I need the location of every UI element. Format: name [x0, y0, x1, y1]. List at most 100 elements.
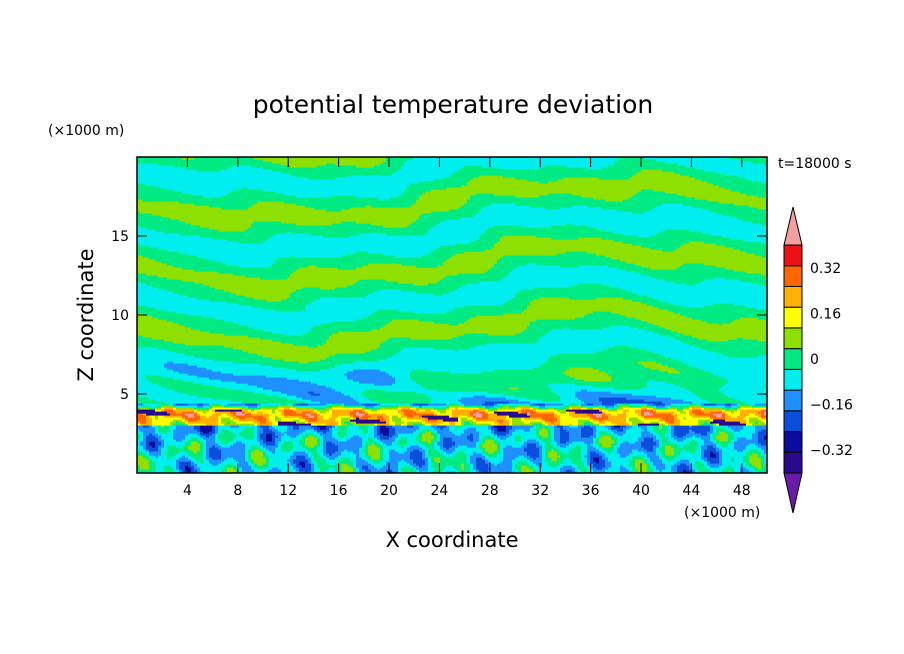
field-cell	[449, 323, 459, 326]
field-cell	[419, 433, 423, 436]
field-cell	[650, 431, 657, 434]
field-cell	[521, 469, 534, 472]
field-cell	[542, 421, 546, 424]
field-cell	[410, 471, 417, 473]
field-cell	[260, 337, 330, 340]
field-cell	[629, 465, 636, 468]
field-cell	[236, 415, 264, 418]
colorbar-segment	[783, 389, 803, 412]
field-cell	[608, 451, 612, 454]
field-cell	[479, 175, 504, 178]
field-cell	[260, 449, 264, 452]
field-cell	[221, 441, 231, 444]
field-cell	[551, 387, 615, 390]
field-cell	[350, 417, 354, 420]
field-cell	[152, 433, 159, 436]
field-cell	[332, 413, 351, 416]
field-cell	[668, 301, 767, 304]
field-cell	[452, 415, 459, 418]
field-cell	[281, 449, 291, 452]
field-cell	[599, 445, 603, 448]
field-cell	[650, 247, 678, 250]
field-cell	[530, 455, 540, 458]
field-cell	[422, 435, 435, 438]
field-cell	[137, 429, 141, 432]
field-cell	[281, 435, 291, 438]
field-cell	[488, 409, 498, 412]
field-cell	[617, 441, 624, 444]
field-cell	[734, 469, 741, 472]
field-cell	[281, 419, 294, 422]
field-cell	[557, 465, 564, 468]
field-cell	[218, 435, 237, 438]
colorbar-label: 0.16	[810, 306, 841, 322]
field-cell	[632, 471, 636, 473]
field-cell	[761, 465, 767, 468]
field-cell	[266, 467, 273, 470]
field-cell	[506, 301, 531, 304]
field-cell	[704, 241, 762, 244]
field-cell	[563, 425, 570, 428]
field-cell	[377, 417, 384, 420]
field-cell	[437, 429, 450, 432]
field-cell	[227, 387, 264, 390]
field-cell	[164, 415, 183, 418]
field-cell	[512, 417, 522, 420]
field-cell	[206, 453, 210, 456]
field-cell	[725, 411, 732, 414]
field-cell	[680, 405, 690, 408]
field-cell	[572, 441, 585, 444]
field-cell	[182, 267, 300, 270]
field-cell	[155, 427, 159, 430]
field-cell	[314, 299, 510, 302]
field-cell	[719, 457, 723, 460]
field-cell	[353, 409, 363, 412]
field-cell	[137, 405, 144, 408]
field-cell	[599, 423, 618, 426]
field-cell	[383, 161, 405, 164]
field-cell	[593, 405, 600, 408]
field-cell	[515, 465, 522, 468]
field-cell	[368, 431, 375, 434]
field-cell	[605, 461, 612, 464]
field-cell	[725, 427, 732, 430]
field-cell	[455, 447, 480, 450]
field-cell	[479, 211, 633, 214]
field-cell	[194, 465, 198, 468]
field-cell	[470, 439, 474, 442]
field-cell	[137, 157, 183, 160]
field-cell	[230, 191, 276, 194]
field-cell	[419, 431, 426, 434]
field-cell	[743, 417, 750, 420]
field-cell	[629, 197, 696, 200]
field-cell	[155, 407, 162, 410]
field-cell	[380, 429, 390, 432]
field-cell	[725, 277, 767, 280]
field-cell	[533, 423, 543, 426]
field-cell	[293, 405, 297, 408]
field-cell	[470, 411, 477, 414]
field-cell	[563, 427, 582, 430]
field-cell	[632, 393, 696, 396]
field-cell	[599, 459, 606, 462]
field-cell	[653, 427, 660, 430]
field-cell	[566, 411, 570, 414]
field-cell	[191, 223, 252, 226]
field-cell	[380, 407, 399, 410]
field-cell	[488, 269, 513, 272]
field-cell	[722, 353, 767, 356]
field-cell	[449, 429, 465, 432]
field-cell	[611, 465, 621, 468]
field-cell	[443, 261, 498, 264]
field-cell	[203, 195, 222, 198]
field-cell	[236, 441, 243, 444]
field-cell	[389, 455, 411, 458]
field-cell	[221, 403, 228, 406]
field-cell	[536, 469, 561, 472]
field-cell	[452, 173, 636, 176]
field-cell	[674, 447, 699, 450]
field-cell	[701, 403, 705, 406]
field-cell	[509, 419, 513, 422]
field-cell	[389, 373, 411, 376]
field-cell	[377, 427, 381, 430]
